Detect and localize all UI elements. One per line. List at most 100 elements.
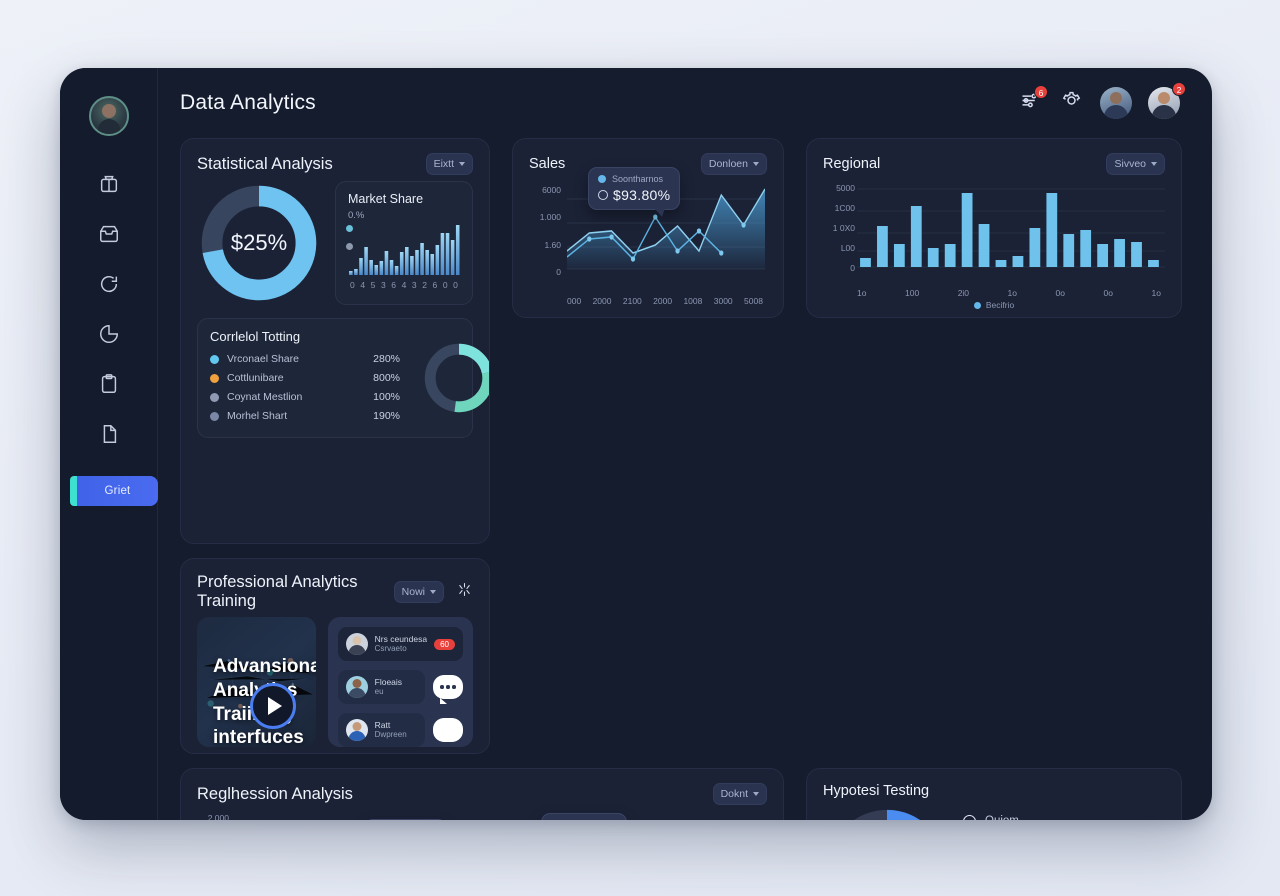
- training-dropdown-label: Nowi: [401, 586, 425, 598]
- chevron-down-icon: [430, 590, 436, 594]
- correlation-row-label: Coynat Mestlion: [227, 391, 303, 403]
- x-tick: 4: [401, 280, 407, 290]
- sidebar-item-analytics[interactable]: [86, 166, 132, 206]
- legend-label: Ouiom: [985, 815, 1019, 820]
- correlation-row-label: Morhel Shart: [227, 410, 288, 422]
- chat-item[interactable]: Floeais eu: [337, 670, 425, 704]
- correlation-legend: Corrlelol Totting Vrconael Share 280% Co…: [210, 329, 400, 427]
- card-statistical-head: Statistical Analysis Eixtt: [197, 153, 473, 175]
- x-tick: 2100: [622, 296, 642, 306]
- notification-badge: 6: [1034, 85, 1048, 99]
- regional-xaxis: 1o 100 2i0 1o 0o 0o 1o: [823, 288, 1165, 298]
- sidebar-item-inbox[interactable]: [86, 216, 132, 256]
- video-thumbnail[interactable]: Advansional Analytics Traiining interfuc…: [197, 617, 316, 747]
- market-share-subcard: Market Share 0.%: [335, 181, 473, 305]
- legend-dot: [210, 354, 219, 364]
- x-tick: 0o: [1055, 288, 1065, 298]
- play-button[interactable]: [249, 683, 296, 729]
- avatar[interactable]: [88, 96, 129, 136]
- card-statistical: Statistical Analysis Eixtt $25%: [180, 138, 490, 544]
- sidebar-item-reports[interactable]: [86, 316, 132, 356]
- x-tick: 1008: [683, 296, 703, 306]
- correlation-row-value: 800%: [373, 372, 400, 384]
- avatar-1[interactable]: [1100, 87, 1132, 119]
- y-tick: 1.000: [539, 212, 561, 223]
- sidebar-active-label: Griet: [77, 476, 158, 506]
- card-training-head: Professional Analytics Training Nowi: [197, 573, 473, 611]
- regional-bars-svg: [857, 188, 1165, 268]
- correlation-title: Corrlelol Totting: [210, 329, 301, 344]
- sales-tooltip-label: Soontharnos: [612, 174, 664, 184]
- legend-dot: [210, 411, 219, 421]
- chat-item[interactable]: Nrs ceundesa Csrvaeto 60: [337, 627, 463, 661]
- card-sales-title: Sales: [529, 156, 566, 172]
- sidebar-item-tasks[interactable]: [86, 366, 132, 406]
- chat-badge: 60: [434, 638, 455, 650]
- x-tick: 2000: [592, 296, 612, 306]
- regression-tooltip-label: Sone tihner: [564, 819, 610, 820]
- statistical-donut-value: $25%: [230, 230, 288, 255]
- legend-dot: [973, 301, 981, 309]
- chat-bubble-icon[interactable]: [433, 718, 463, 747]
- chat-name: Floeais: [374, 676, 403, 687]
- legend-dot: [210, 373, 219, 383]
- card-regional-title: Regional: [823, 156, 881, 172]
- y-tick: 5000: [836, 183, 855, 193]
- sales-dropdown[interactable]: Donloen: [700, 153, 767, 175]
- chat-bubble-icon[interactable]: [433, 675, 463, 704]
- regional-legend: Becifrio: [823, 300, 1165, 310]
- active-indicator: [70, 476, 77, 506]
- legend-item[interactable]: Ouiom: [963, 814, 1165, 820]
- chat-name: Ratt: [374, 719, 391, 730]
- x-tick: 6: [391, 280, 396, 290]
- card-hypothesis-donut-title: Hypotesi Testing: [823, 783, 930, 799]
- topbar: Data Analytics 6 2: [158, 68, 1212, 138]
- market-share-sublabel: 0.%: [348, 210, 365, 221]
- chat-text: Ratt Dwpreen: [375, 720, 407, 741]
- sidebar-item-refresh[interactable]: [86, 266, 132, 306]
- sparkle-icon[interactable]: [456, 581, 473, 603]
- chat-row: Nrs ceundesa Csrvaeto 60: [337, 627, 463, 661]
- chat-item[interactable]: Ratt Dwpreen: [337, 713, 425, 747]
- chevron-down-icon: [1151, 162, 1157, 166]
- correlation-row-value: 280%: [373, 353, 400, 365]
- y-tick: 0: [850, 263, 855, 273]
- legend-dot: [346, 225, 353, 232]
- statistical-dropdown-label: Eixtt: [433, 158, 454, 170]
- x-tick: 2i0: [957, 288, 970, 298]
- inbox-icon: [98, 223, 120, 250]
- training-dropdown[interactable]: Nowi: [393, 581, 444, 603]
- sidebar-item-documents[interactable]: [86, 416, 132, 456]
- correlation-row: Cottlunibare 800%: [210, 372, 400, 384]
- y-tick: 1 0X0: [832, 223, 855, 233]
- x-tick: 2000: [653, 296, 673, 306]
- regional-dropdown[interactable]: Sivveo: [1106, 153, 1165, 175]
- chevron-down-icon: [459, 162, 465, 166]
- sales-tooltip: Soontharnos $93.80%: [588, 167, 681, 217]
- correlation-row: Morhel Shart 190%: [210, 410, 400, 422]
- sidebar-item-active[interactable]: Griet: [70, 476, 158, 506]
- x-tick: 0o: [1103, 288, 1113, 298]
- sales-tooltip-value: $93.80%: [613, 187, 671, 203]
- y-tick: 2 000: [207, 813, 229, 820]
- filter-button[interactable]: 6: [1016, 85, 1048, 116]
- correlation-row: Coynat Mestlion 100%: [210, 391, 400, 403]
- hypothesis-donut-value: $54%: [823, 805, 951, 820]
- sliders-icon: [1019, 90, 1040, 116]
- settings-button[interactable]: [1058, 90, 1084, 116]
- chat-sub: eu: [374, 687, 384, 697]
- y-tick: 0: [556, 266, 561, 277]
- card-sales-head: Sales Donloen: [529, 153, 767, 175]
- x-tick: 4: [360, 280, 366, 290]
- sales-dropdown-label: Donloen: [708, 158, 748, 170]
- x-tick: 000: [567, 296, 582, 306]
- market-share-dots: [346, 225, 353, 250]
- avatar-2-wrap: 2: [1148, 82, 1186, 119]
- statistical-dropdown[interactable]: Eixtt: [425, 153, 473, 175]
- chat-avatar: [345, 719, 368, 741]
- regression-dropdown[interactable]: Doknt: [712, 783, 767, 805]
- chat-sub: Csrvaeto: [374, 644, 407, 654]
- correlation-row-label: Vrconael Share: [227, 353, 299, 365]
- x-tick: 0: [442, 280, 448, 290]
- avatar-badge: 2: [1172, 82, 1186, 96]
